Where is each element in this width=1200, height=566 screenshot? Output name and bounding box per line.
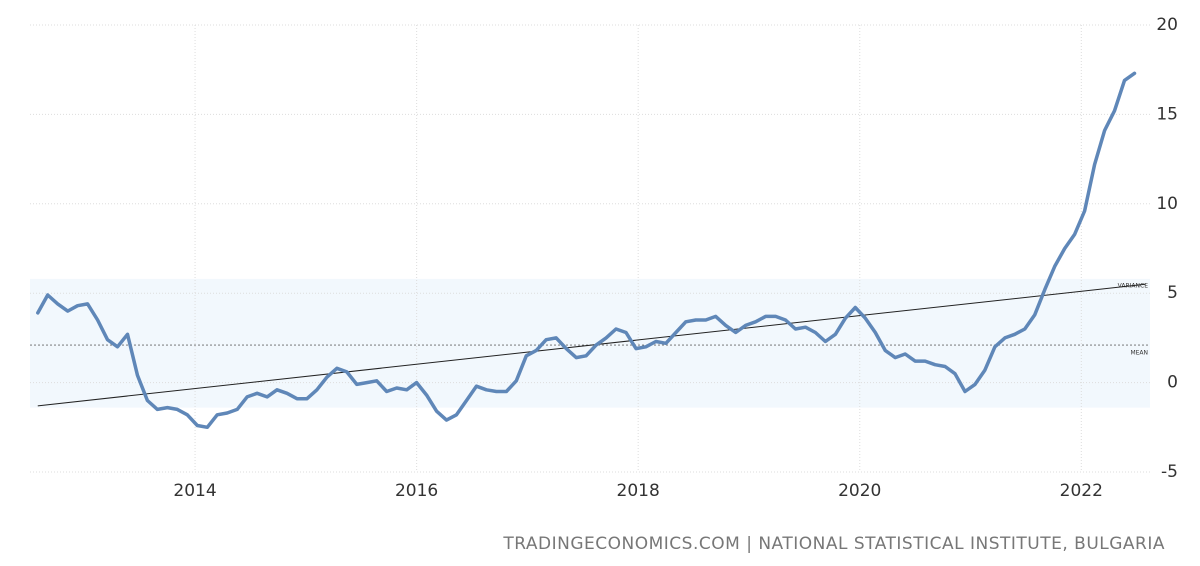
x-tick-label: 2016: [395, 481, 438, 501]
x-tick-label: 2014: [173, 481, 216, 501]
x-tick-label: 2022: [1060, 481, 1103, 501]
source: TRADINGECONOMICS.COM | NATIONAL STATISTI…: [502, 534, 1165, 554]
x-tick-label: 2020: [838, 481, 881, 501]
x-tick-label: 2018: [617, 481, 660, 501]
data-line: [36, 71, 1137, 430]
y-tick-label: 20: [1156, 15, 1178, 35]
y-tick-label: -5: [1161, 462, 1178, 482]
mean-label: MEAN: [1130, 350, 1148, 357]
y-tick-label: 0: [1167, 373, 1178, 393]
trend-line: [37, 283, 1146, 407]
y-tick-label: 5: [1167, 283, 1178, 303]
y-tick-label: 15: [1156, 104, 1178, 124]
y-tick-label: 10: [1156, 194, 1178, 214]
